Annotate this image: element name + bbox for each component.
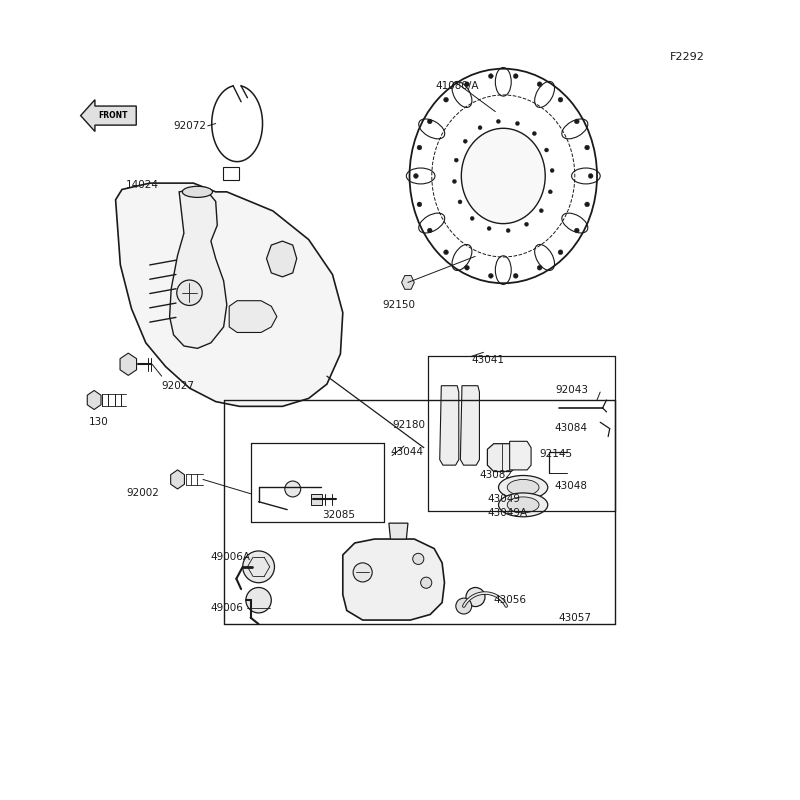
Circle shape: [463, 139, 467, 143]
Polygon shape: [402, 275, 414, 290]
Bar: [311, 494, 322, 505]
Bar: [223, 167, 238, 180]
Circle shape: [427, 228, 432, 233]
Circle shape: [537, 266, 542, 270]
Text: 43048: 43048: [555, 481, 588, 490]
Circle shape: [489, 274, 494, 278]
Text: 92043: 92043: [555, 385, 588, 394]
Circle shape: [458, 200, 462, 204]
Polygon shape: [510, 442, 531, 470]
Text: 43057: 43057: [559, 614, 592, 623]
Ellipse shape: [498, 475, 548, 499]
Circle shape: [539, 209, 543, 213]
Polygon shape: [460, 386, 479, 465]
Polygon shape: [87, 390, 101, 410]
Circle shape: [242, 551, 274, 582]
Circle shape: [465, 82, 470, 86]
Text: F2292: F2292: [670, 52, 705, 62]
Polygon shape: [115, 183, 343, 406]
Circle shape: [574, 119, 579, 124]
Circle shape: [558, 250, 563, 254]
Text: 92145: 92145: [539, 449, 572, 459]
Circle shape: [465, 266, 470, 270]
Circle shape: [496, 119, 500, 123]
Text: 49006: 49006: [211, 603, 244, 613]
Circle shape: [478, 126, 482, 130]
Circle shape: [558, 98, 563, 102]
Text: 130: 130: [89, 418, 108, 427]
Text: 92002: 92002: [126, 488, 158, 498]
Text: 43056: 43056: [494, 595, 526, 605]
Circle shape: [454, 158, 458, 162]
Circle shape: [548, 190, 552, 194]
Polygon shape: [389, 523, 408, 539]
Circle shape: [470, 217, 474, 220]
Text: 92180: 92180: [392, 421, 425, 430]
Text: 43084: 43084: [555, 423, 588, 433]
Text: 43041: 43041: [471, 355, 505, 366]
Circle shape: [246, 587, 271, 613]
Circle shape: [514, 74, 518, 78]
Text: 92150: 92150: [382, 300, 415, 310]
Circle shape: [421, 577, 432, 588]
Polygon shape: [343, 539, 445, 620]
Polygon shape: [440, 386, 458, 465]
Circle shape: [453, 179, 457, 183]
Circle shape: [456, 598, 472, 614]
Circle shape: [574, 228, 579, 233]
Circle shape: [545, 148, 549, 152]
Circle shape: [353, 563, 372, 582]
Circle shape: [444, 98, 449, 102]
Text: 49006A: 49006A: [211, 552, 251, 562]
Ellipse shape: [507, 497, 539, 513]
Circle shape: [417, 145, 422, 150]
Circle shape: [487, 226, 491, 230]
Text: 43049A: 43049A: [487, 508, 527, 518]
Circle shape: [550, 169, 554, 173]
Circle shape: [444, 250, 449, 254]
Circle shape: [588, 174, 593, 178]
Circle shape: [514, 274, 518, 278]
Text: 43044: 43044: [390, 446, 423, 457]
Text: 92027: 92027: [162, 381, 194, 390]
Circle shape: [414, 174, 418, 178]
Polygon shape: [170, 190, 227, 348]
Text: 43049: 43049: [487, 494, 520, 504]
Circle shape: [532, 131, 536, 135]
Text: 32085: 32085: [322, 510, 355, 520]
Circle shape: [466, 587, 485, 606]
Polygon shape: [120, 353, 137, 375]
Circle shape: [537, 82, 542, 86]
Circle shape: [177, 280, 202, 306]
Text: 92072: 92072: [174, 121, 206, 131]
Polygon shape: [81, 100, 136, 131]
Ellipse shape: [182, 186, 213, 198]
Text: 14024: 14024: [126, 181, 159, 190]
Circle shape: [585, 145, 590, 150]
Text: 41080/A: 41080/A: [436, 81, 479, 91]
Circle shape: [525, 222, 529, 226]
Circle shape: [585, 202, 590, 206]
Text: 43082: 43082: [479, 470, 513, 481]
Circle shape: [427, 119, 432, 124]
Polygon shape: [487, 444, 518, 471]
Circle shape: [515, 122, 519, 126]
Ellipse shape: [462, 128, 546, 224]
Polygon shape: [229, 301, 277, 333]
Circle shape: [413, 554, 424, 565]
Circle shape: [506, 229, 510, 233]
Text: FRONT: FRONT: [98, 111, 128, 120]
Ellipse shape: [507, 479, 539, 495]
Polygon shape: [266, 241, 297, 277]
Circle shape: [417, 202, 422, 206]
Ellipse shape: [498, 493, 548, 517]
Circle shape: [489, 74, 494, 78]
Polygon shape: [170, 470, 185, 489]
Circle shape: [285, 481, 301, 497]
